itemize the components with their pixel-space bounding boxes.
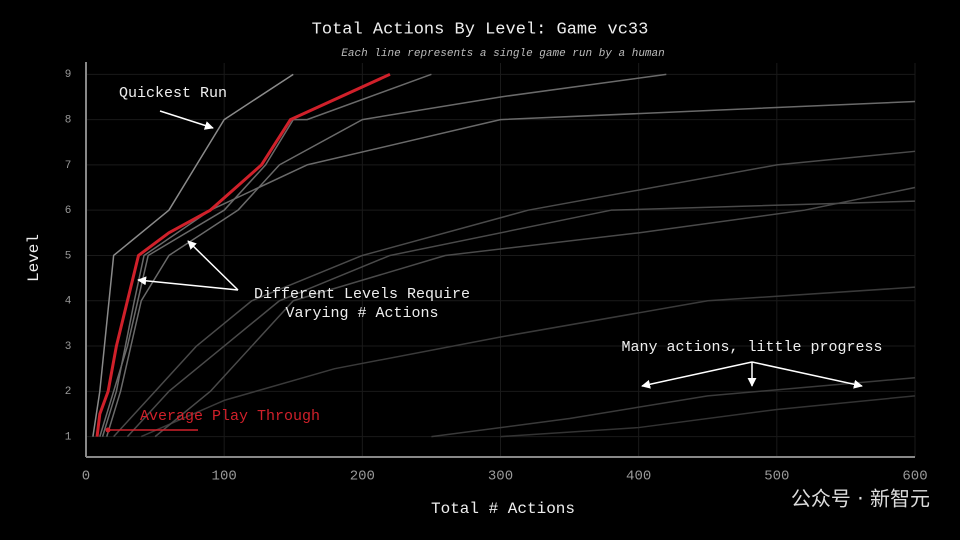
arrow (159, 110, 214, 130)
series-line (500, 395, 916, 438)
y-tick-label: 8 (65, 115, 72, 127)
series-line (154, 186, 916, 438)
y-tick-label: 6 (65, 205, 72, 217)
arrow (751, 361, 863, 389)
series-line (106, 73, 667, 437)
y-axis-label: Level (25, 234, 43, 282)
x-tick-label: 400 (626, 469, 651, 485)
annotation: Average Play Through (140, 408, 320, 425)
x-tick-label: 0 (82, 469, 90, 485)
series-line (92, 73, 294, 437)
series-line (95, 72, 391, 437)
y-tick-label: 3 (65, 341, 72, 353)
x-tick-label: 100 (212, 469, 237, 485)
annotation: Varying # Actions (285, 305, 438, 322)
annotation: Quickest Run (119, 85, 227, 102)
y-tick-label: 2 (65, 386, 72, 398)
x-tick-label: 300 (488, 469, 513, 485)
y-tick-label: 1 (65, 432, 72, 444)
x-tick-label: 500 (764, 469, 789, 485)
chart-title: Total Actions By Level: Game vc33 (312, 20, 649, 39)
x-tick-label: 600 (902, 469, 927, 485)
series-line (101, 100, 916, 437)
annotation: Many actions, little progress (621, 339, 882, 356)
plot-lines (92, 72, 916, 438)
arrow (187, 240, 239, 291)
chart-subtitle: Each line represents a single game run b… (341, 48, 664, 60)
y-tick-label: 7 (65, 160, 72, 172)
arrow (137, 276, 239, 291)
y-tick-label: 9 (65, 69, 72, 81)
x-axis-label: Total # Actions (431, 500, 575, 518)
series-line (431, 376, 916, 438)
series-line (140, 286, 916, 438)
annotation: Different Levels Require (254, 286, 470, 303)
y-tick-label: 4 (65, 296, 72, 308)
series-line (99, 73, 432, 437)
series-line (126, 200, 916, 438)
arrow (641, 361, 753, 389)
watermark: 公众号 · 新智元 (791, 487, 930, 511)
y-tick-label: 5 (65, 250, 72, 262)
series-line (113, 150, 916, 438)
arrow-dot (105, 427, 111, 433)
x-tick-label: 200 (350, 469, 375, 485)
